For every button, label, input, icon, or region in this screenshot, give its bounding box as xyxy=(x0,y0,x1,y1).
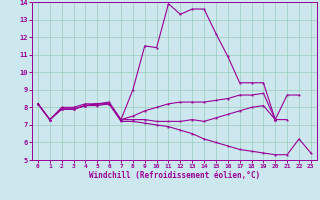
X-axis label: Windchill (Refroidissement éolien,°C): Windchill (Refroidissement éolien,°C) xyxy=(89,171,260,180)
